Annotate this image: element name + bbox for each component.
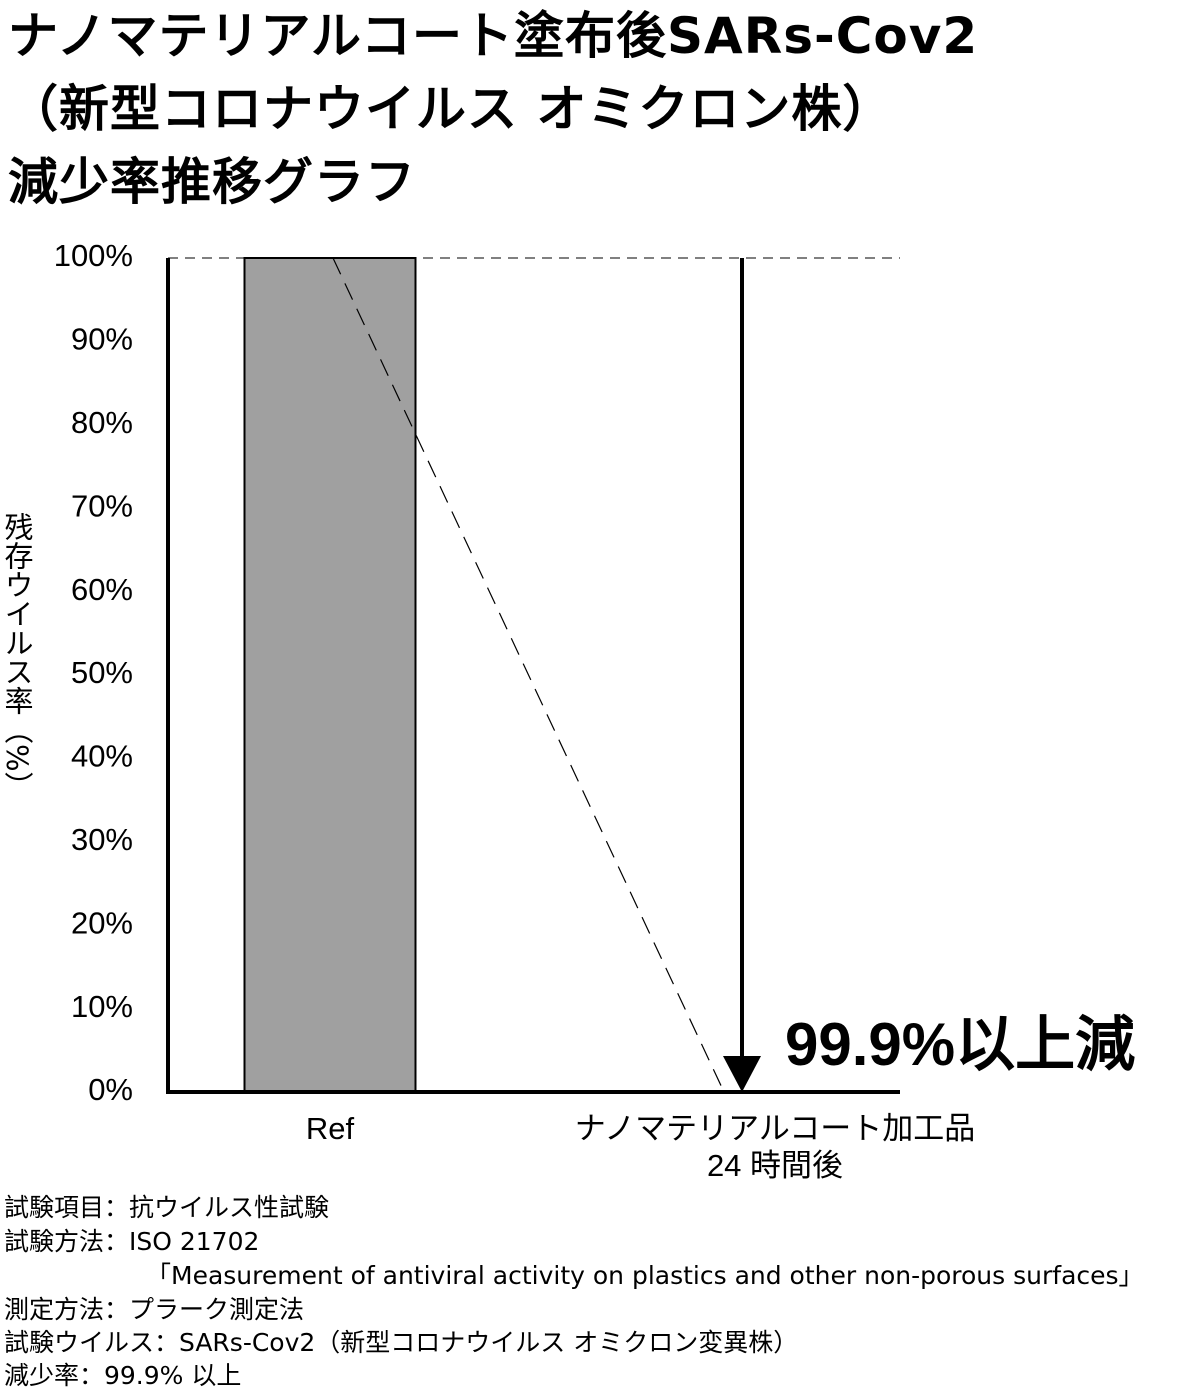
y-tick-label: 80% <box>71 405 133 440</box>
y-tick-label: 90% <box>71 322 133 357</box>
note: 試験項目：抗ウイルス性試験 <box>4 1193 330 1222</box>
y-tick-label: 50% <box>71 655 133 690</box>
x-tick-label: Ref <box>305 1111 355 1146</box>
y-tick-label: 40% <box>71 739 133 774</box>
y-tick-label: 0% <box>88 1072 133 1107</box>
note: 減少率：99.9% 以上 <box>4 1361 242 1390</box>
chart-title: ナノマテリアルコート塗布後SARs-Cov2 （新型コロナウイルス オミクロン株… <box>8 7 979 211</box>
note: 「Measurement of antiviral activity on pl… <box>146 1261 1144 1290</box>
y-tick-label: 60% <box>71 572 133 607</box>
y-tick-label: 70% <box>71 488 133 523</box>
y-tick-label: 10% <box>71 989 133 1024</box>
y-tick-label: 100% <box>54 238 133 273</box>
y-tick-label: 30% <box>71 822 133 857</box>
trend-line <box>332 257 725 1093</box>
note: 測定方法：プラーク測定法 <box>4 1295 305 1324</box>
arrow-head <box>723 1056 761 1092</box>
bar <box>243 257 417 1093</box>
note: 試験方法：ISO 21702 <box>4 1227 260 1256</box>
annotation: 99.9%以上減 <box>785 1011 1136 1078</box>
note: 試験ウイルス：SARs-Cov2（新型コロナウイルス オミクロン変異株） <box>4 1328 799 1357</box>
y-tick-label: 20% <box>71 905 133 940</box>
x-tick-label: ナノマテリアルコート加工品 24 時間後 <box>574 1111 976 1183</box>
y-axis-label: 残存ウイルス率（%） <box>0 512 34 801</box>
